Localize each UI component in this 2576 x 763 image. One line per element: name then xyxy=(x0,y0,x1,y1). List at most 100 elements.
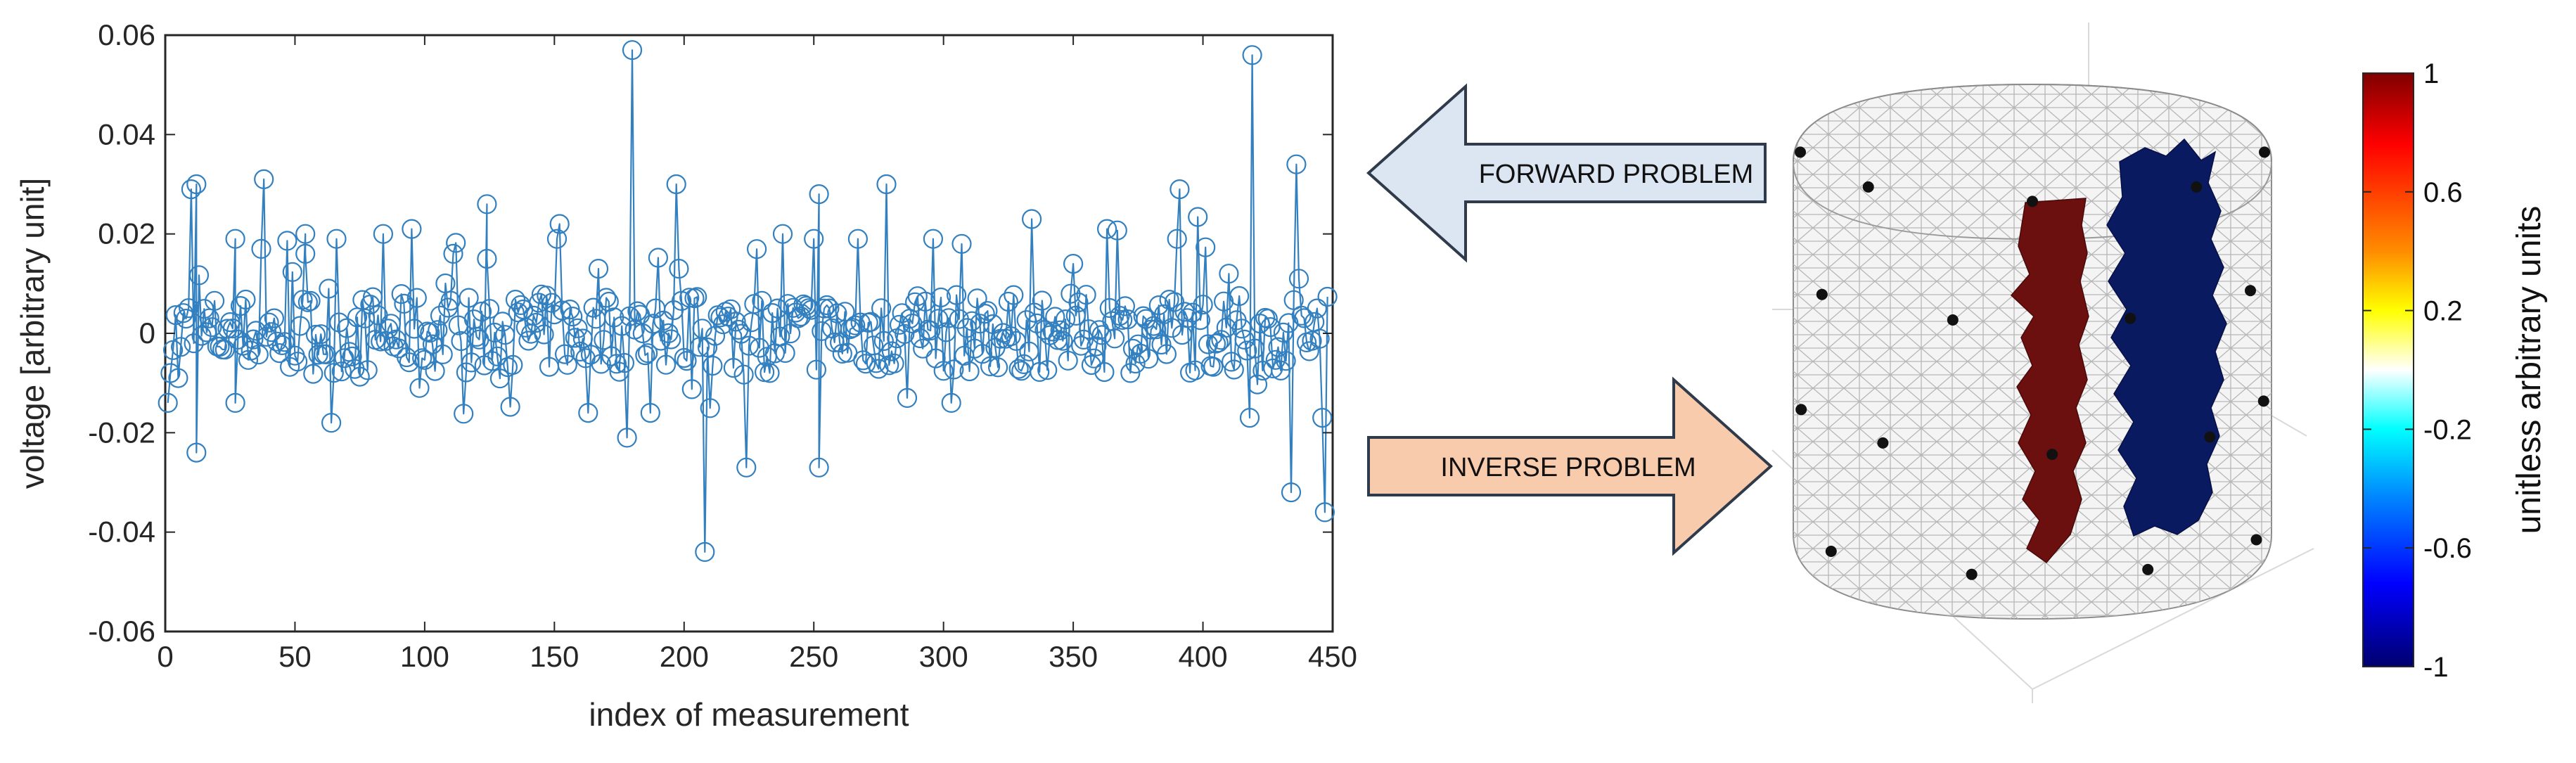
voltage-point xyxy=(176,309,196,329)
plot-tick-labels: 0 50 100 150 200 250 300 350 400 450 0.06 0.04 0.02 0… xyxy=(88,18,1357,673)
voltage-point xyxy=(596,288,617,308)
voltage-point xyxy=(186,442,207,463)
electrode-dot xyxy=(1877,437,1889,449)
voltage-point xyxy=(812,321,832,341)
voltage-point xyxy=(297,292,318,312)
voltage-point xyxy=(269,343,290,364)
voltage-point xyxy=(1283,290,1304,310)
voltage-point xyxy=(267,331,287,352)
voltage-point xyxy=(695,541,715,563)
voltage-point xyxy=(443,243,463,264)
voltage-point xyxy=(1065,305,1086,326)
voltage-point xyxy=(705,326,726,346)
voltage-point xyxy=(1229,286,1250,307)
voltage-point xyxy=(1164,292,1185,312)
voltage-point xyxy=(876,174,897,195)
x-tick-label: 300 xyxy=(919,640,968,673)
voltage-point xyxy=(1279,313,1299,333)
voltage-point xyxy=(168,368,188,388)
plot-ticks xyxy=(165,34,1333,632)
voltage-point xyxy=(277,231,297,251)
voltage-point xyxy=(684,288,705,309)
voltage-point xyxy=(780,323,801,344)
x-tick-label: 150 xyxy=(530,640,579,673)
voltage-point xyxy=(669,259,689,279)
voltage-point xyxy=(738,335,760,356)
voltage-point xyxy=(534,324,554,345)
voltage-point xyxy=(1309,328,1330,349)
positive-conductivity-region xyxy=(2010,198,2089,564)
x-tick-label: 450 xyxy=(1308,640,1357,673)
voltage-point xyxy=(565,328,585,348)
voltage-point xyxy=(1294,308,1314,328)
voltage-point xyxy=(941,392,961,413)
voltage-point xyxy=(406,288,427,308)
voltage-point xyxy=(300,290,321,311)
voltage-point xyxy=(980,356,1001,377)
voltage-point xyxy=(637,343,658,364)
electrode-dot xyxy=(2125,312,2136,324)
voltage-point xyxy=(264,308,284,328)
electrode-dot xyxy=(2027,195,2038,207)
colorbar-svg: 1 0.6 0.2 -0.2 -0.6 -1 unitless arbitrary uni… xyxy=(2362,58,2548,683)
voltage-point xyxy=(1079,319,1099,340)
voltage-point xyxy=(202,317,222,338)
voltage-point xyxy=(884,353,904,373)
voltage-point xyxy=(692,319,712,339)
colorbar-tick-label: -0.6 xyxy=(2423,533,2472,564)
electrode-dot xyxy=(2191,181,2203,193)
voltage-point xyxy=(1317,286,1338,307)
voltage-point xyxy=(677,350,697,371)
voltage-point xyxy=(873,331,894,351)
y-tick-label: 0.04 xyxy=(98,117,155,150)
voltage-point xyxy=(282,262,302,282)
voltage-point xyxy=(274,332,295,352)
voltage-point xyxy=(1099,297,1120,319)
voltage-point xyxy=(500,397,520,417)
voltage-point xyxy=(978,301,998,321)
voltage-point xyxy=(853,350,873,371)
forward-arrow-shape xyxy=(1366,83,1767,263)
voltage-point xyxy=(1211,330,1231,350)
voltage-point xyxy=(412,348,432,368)
voltage-point xyxy=(489,368,511,389)
voltage-point xyxy=(1006,331,1027,351)
y-tick-label: 0.02 xyxy=(98,217,155,250)
voltage-point xyxy=(373,224,394,244)
voltage-point xyxy=(1019,341,1039,361)
voltage-point xyxy=(459,288,479,308)
voltage-point xyxy=(731,323,752,344)
voltage-point xyxy=(703,355,723,376)
voltage-point xyxy=(1125,353,1146,374)
plot-x-axis-label: index of measurement xyxy=(589,696,909,733)
voltage-point xyxy=(1221,352,1242,372)
electrode-dot xyxy=(1966,568,1978,580)
voltage-point xyxy=(422,334,443,354)
plot-axes-box xyxy=(164,34,1334,633)
voltage-point xyxy=(262,322,282,342)
voltage-point xyxy=(975,304,995,324)
voltage-point xyxy=(1224,359,1244,380)
voltage-point xyxy=(181,179,201,200)
y-tick-label: 0 xyxy=(139,316,155,350)
voltage-point xyxy=(1073,329,1094,350)
voltage-point xyxy=(492,312,513,332)
voltage-point xyxy=(1231,319,1252,339)
voltage-point xyxy=(308,345,328,365)
voltage-point xyxy=(1050,320,1070,340)
voltage-point xyxy=(1091,325,1112,345)
voltage-point xyxy=(1045,307,1065,327)
voltage-point xyxy=(205,290,225,311)
voltage-point xyxy=(809,457,829,477)
voltage-point xyxy=(225,229,245,249)
voltage-point xyxy=(723,357,744,378)
voltage-point xyxy=(477,248,497,269)
voltage-point xyxy=(430,305,451,326)
voltage-point xyxy=(334,348,354,368)
voltage-point xyxy=(930,287,951,308)
electrode-dot xyxy=(2259,146,2270,158)
voltage-point xyxy=(417,321,437,342)
voltage-point xyxy=(1104,328,1125,349)
voltage-point xyxy=(956,318,978,338)
voltage-point xyxy=(362,287,383,307)
